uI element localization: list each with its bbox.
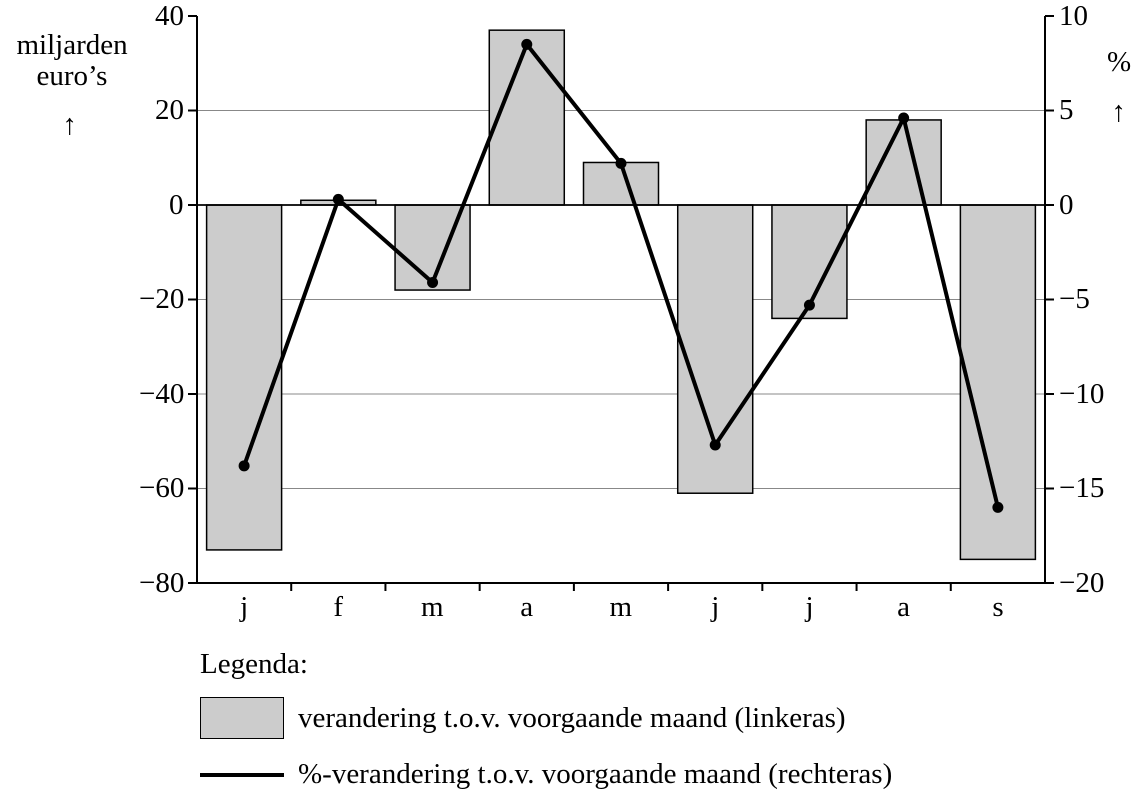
pct-point-3 <box>521 38 533 50</box>
legend-bar-label: verandering t.o.v. voorgaande maand (lin… <box>298 701 846 734</box>
category-label: m <box>609 590 633 623</box>
right-axis-arrow: ↑ <box>1111 95 1127 128</box>
legend-line-label: %-verandering t.o.v. voorgaande maand (r… <box>298 758 893 790</box>
left-tick-label: 20 <box>155 94 184 126</box>
pct-point-4 <box>615 157 627 169</box>
right-tick-label: −10 <box>1059 377 1105 410</box>
legend-line-entry: %-verandering t.o.v. voorgaande maand (r… <box>200 758 892 791</box>
left-tick-label: −80 <box>139 566 185 599</box>
legend-title: Legenda: <box>200 648 308 680</box>
category-label: j <box>805 590 814 623</box>
category-label: j <box>240 590 249 623</box>
bar-a-3 <box>488 29 566 206</box>
right-tick-label: 0 <box>1059 188 1074 221</box>
pct-point-7 <box>898 112 910 124</box>
right-tick-label: −15 <box>1059 472 1105 504</box>
bar-j-0 <box>205 204 283 551</box>
right-tick-label: 10 <box>1059 0 1088 32</box>
pct-point-5 <box>709 439 721 451</box>
category-label: s <box>992 590 1004 623</box>
pct-point-8 <box>992 501 1004 513</box>
category-label: j <box>711 590 720 623</box>
category-label: a <box>520 590 534 623</box>
left-tick-label: 40 <box>155 0 184 32</box>
left-tick-label: −60 <box>139 472 185 504</box>
left-tick-label: −20 <box>139 283 185 315</box>
bar-j-6 <box>771 204 848 320</box>
left-tick-label: 0 <box>169 188 184 221</box>
right-tick-label: −20 <box>1059 566 1105 599</box>
pct-point-6 <box>803 299 815 311</box>
left-axis-title-line1: miljarden <box>16 28 128 61</box>
right-tick-label: −5 <box>1059 283 1090 315</box>
left-axis-arrow: ↑ <box>62 108 78 141</box>
pct-point-1 <box>332 193 344 205</box>
right-axis-title: % <box>1107 45 1132 78</box>
chart <box>188 15 1054 591</box>
pct-point-2 <box>427 276 439 288</box>
right-tick-label: 5 <box>1059 94 1074 126</box>
legend-line-swatch <box>200 772 284 777</box>
pct-change-line <box>242 40 1000 508</box>
bar-a-7 <box>865 119 942 206</box>
category-label: f <box>333 590 343 623</box>
left-tick-label: −40 <box>139 377 185 410</box>
legend-bar-entry: verandering t.o.v. voorgaande maand (lin… <box>200 697 846 739</box>
legend-bar-swatch <box>200 697 284 739</box>
left-axis-title-line2: euro’s <box>36 59 108 92</box>
category-label: m <box>421 590 444 623</box>
category-label: a <box>897 590 911 623</box>
pct-point-0 <box>238 460 250 472</box>
